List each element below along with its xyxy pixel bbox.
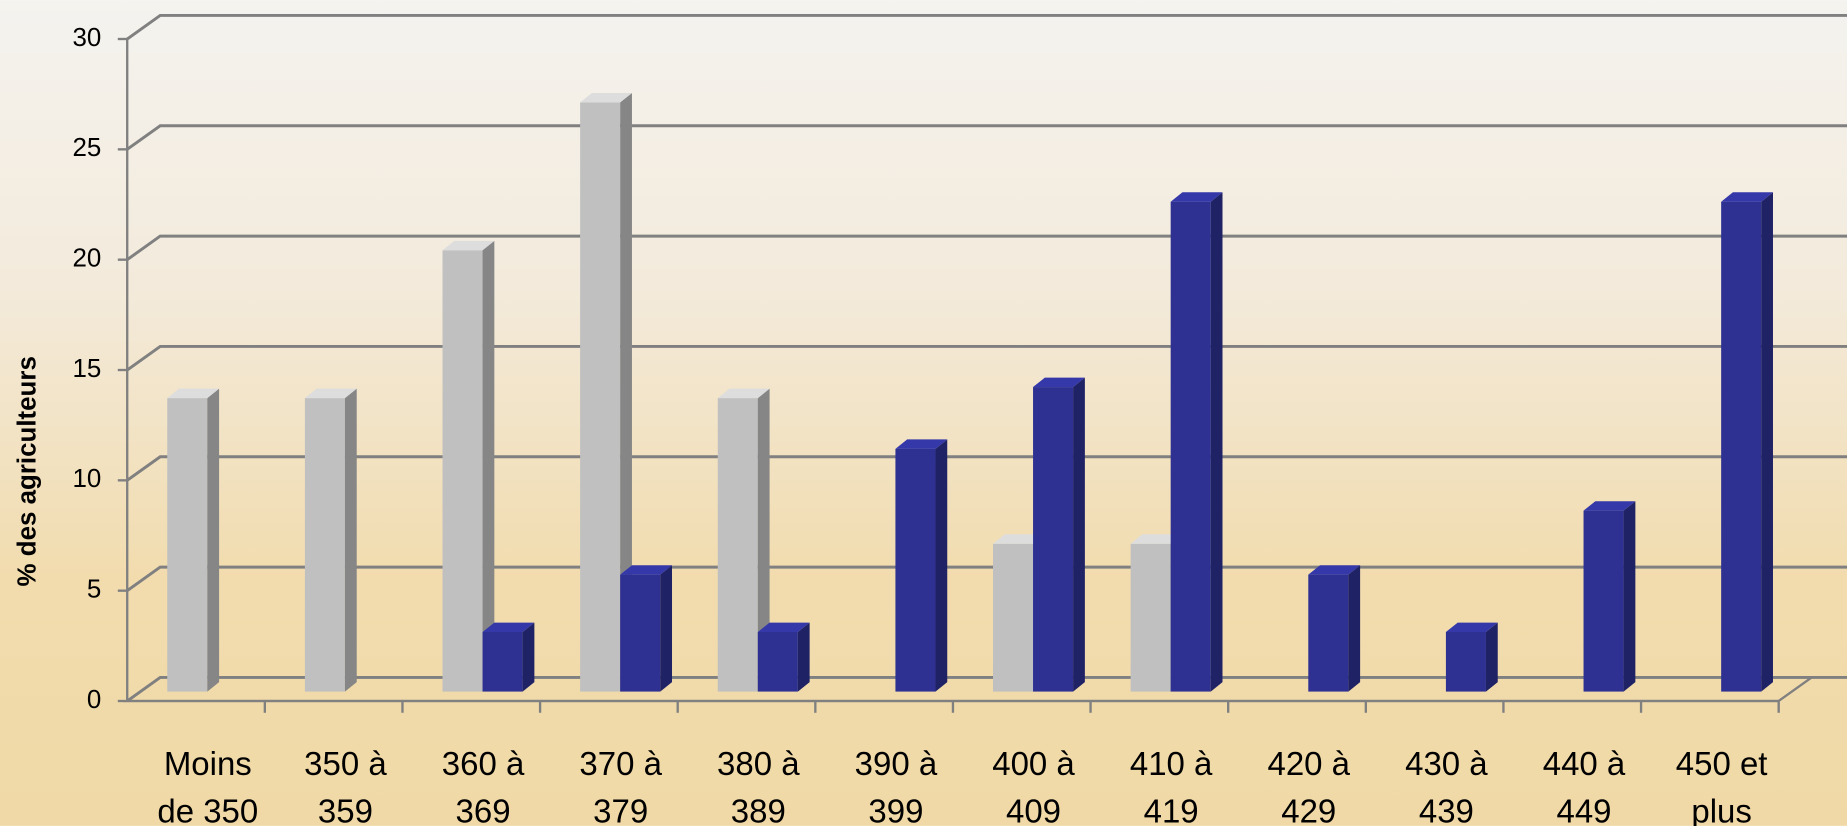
bar-face (482, 632, 523, 692)
x-tick-label: 410 à 419 (1130, 745, 1213, 826)
bar-face (935, 439, 948, 692)
bar-face (1485, 622, 1498, 692)
x-tick-label: 420 à 429 (1268, 745, 1351, 826)
bar-face (522, 622, 535, 692)
bar (1033, 377, 1085, 692)
grid-line (126, 13, 1847, 41)
bar-face (1761, 192, 1773, 692)
bar-face (620, 565, 673, 575)
x-tick-label: 430 à 439 (1405, 745, 1488, 826)
y-tick-label: 15 (72, 355, 101, 383)
bar-face (1170, 201, 1211, 692)
bar (1721, 192, 1773, 692)
bar-face (167, 398, 208, 692)
bar (717, 388, 770, 692)
bar-face (167, 388, 220, 399)
y-axis-title: % des agriculteurs (13, 356, 41, 586)
bar-face (1308, 565, 1361, 575)
x-tick-label: 360 à 369 (442, 745, 525, 826)
grid-line (126, 124, 1847, 151)
bar-face (1623, 501, 1636, 692)
bar-face (304, 388, 357, 399)
bar-face (1721, 201, 1762, 692)
bar-face (1445, 622, 1498, 633)
bar-face (992, 534, 1045, 544)
y-tick-label: 25 (72, 134, 101, 162)
bar-face (1308, 574, 1349, 692)
bar-face (482, 622, 535, 633)
x-tick-label: 380 à 389 (717, 745, 800, 826)
bar-face (620, 574, 661, 692)
bar-face (895, 448, 936, 692)
bar-face (1348, 565, 1361, 692)
y-tick-label: 10 (72, 465, 101, 493)
bar (442, 240, 495, 692)
bar-face (1170, 192, 1223, 202)
x-tick-label: 440 à 449 (1543, 745, 1626, 826)
bar-face (1130, 543, 1171, 692)
x-tick-label: Moins de 350 (157, 745, 258, 826)
bar-face (717, 388, 770, 399)
bar (167, 388, 220, 692)
bar (757, 622, 810, 692)
bar (895, 439, 948, 692)
x-tick-label: 370 à 379 (579, 745, 662, 826)
grid-line (126, 455, 1847, 482)
bar (1170, 192, 1223, 692)
bar (1445, 622, 1498, 692)
bar-face (207, 388, 220, 692)
y-tick-label: 30 (72, 24, 101, 52)
bar (482, 622, 535, 692)
bar-face (757, 632, 798, 692)
bar-face (757, 622, 810, 633)
bar-face (895, 439, 948, 449)
bar (1308, 565, 1361, 692)
grid-line (126, 234, 1847, 261)
bar-face (1583, 501, 1636, 511)
bar (1583, 501, 1636, 692)
y-tick-label: 5 (87, 576, 101, 604)
bar (580, 92, 632, 692)
x-tick-label: 450 et plus (1676, 745, 1768, 826)
grid-line (126, 344, 1847, 372)
bar-face (757, 388, 770, 692)
y-tick-label: 0 (87, 686, 101, 714)
y-tick-label: 20 (72, 245, 101, 273)
bar-face (1073, 377, 1085, 692)
grid-line (126, 565, 1847, 592)
bar-face (717, 398, 758, 692)
x-tick-label: 390 à 399 (855, 745, 938, 826)
bar-face (442, 240, 495, 251)
bar-face (482, 240, 495, 692)
bar (620, 565, 673, 692)
x-tick-label: 400 à 409 (992, 745, 1075, 826)
grid-line (126, 675, 1847, 703)
bar-face (580, 92, 632, 103)
bar-face (1721, 192, 1773, 202)
bar-face (660, 565, 673, 692)
bar-face (344, 388, 357, 692)
bar-face (992, 543, 1034, 692)
bar-face (620, 92, 632, 692)
bar-face (442, 250, 483, 692)
bar-face (304, 398, 345, 692)
bar-face (1210, 192, 1223, 692)
bar-face (1130, 534, 1183, 544)
bar-face (1033, 377, 1085, 388)
bar (304, 388, 357, 692)
bar-face (1583, 510, 1624, 692)
x-tick-label: 350 à 359 (304, 745, 387, 826)
bar-face (1033, 387, 1074, 692)
bar-face (1445, 632, 1486, 692)
bar-face (797, 622, 810, 692)
bar-face (580, 102, 621, 692)
